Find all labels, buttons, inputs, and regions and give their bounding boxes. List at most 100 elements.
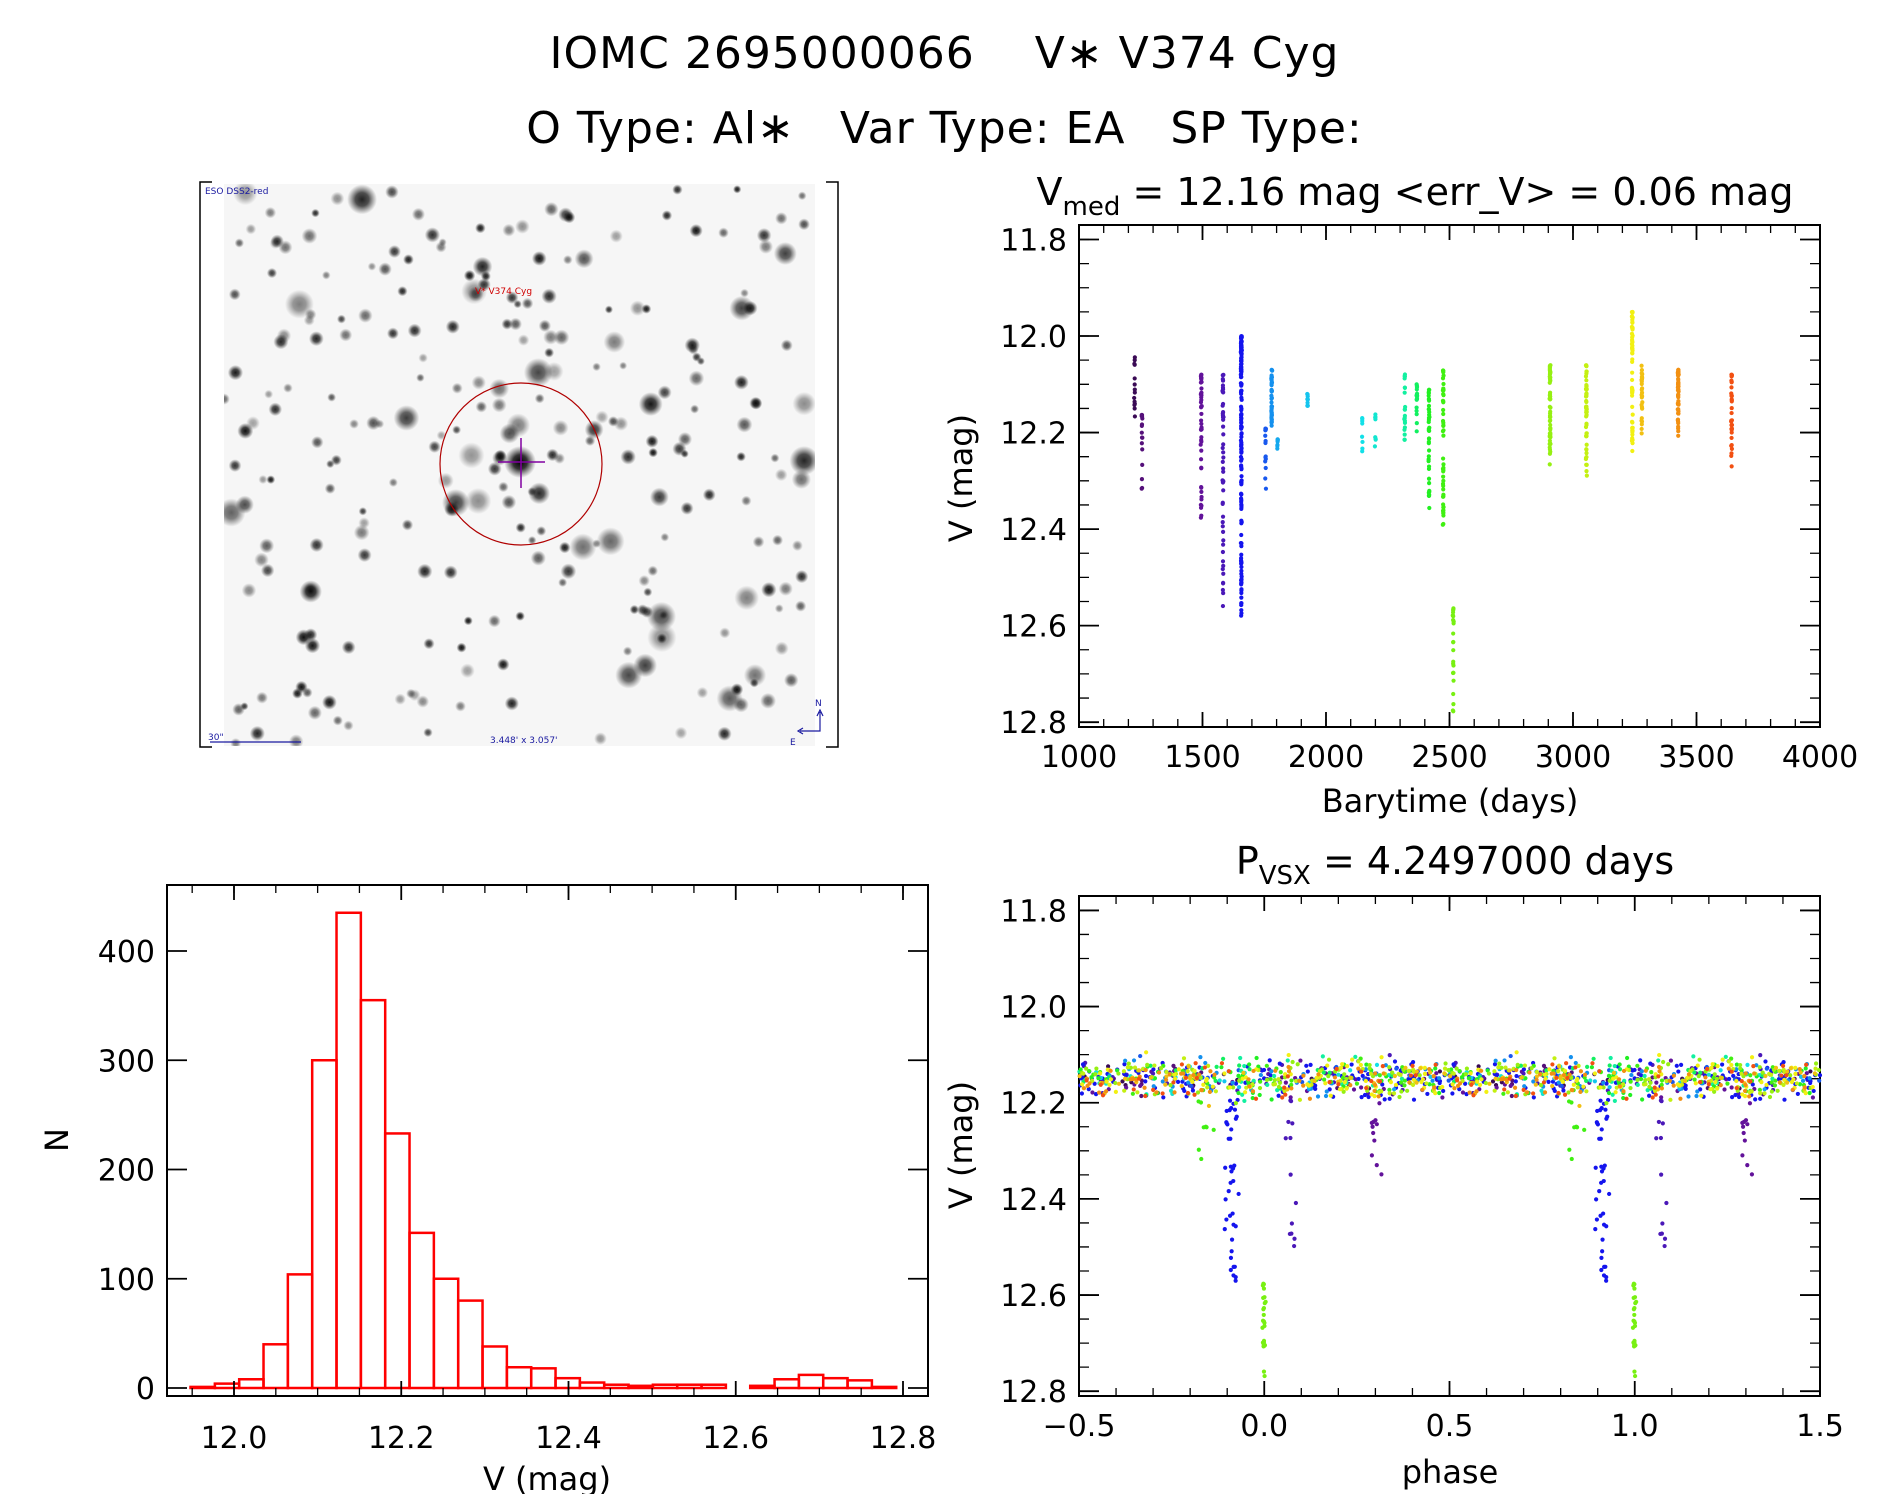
data-point [1741,1130,1746,1136]
star [423,638,435,650]
data-point [1486,1071,1492,1076]
data-point [1676,1069,1681,1074]
data-point [1505,1090,1510,1095]
minor-ticks [191,885,904,1396]
data-point [1468,1071,1473,1076]
star [521,297,534,310]
data-point [1639,1076,1644,1082]
data-point [1286,1064,1291,1070]
histogram-bar [578,1381,606,1390]
data-point [1269,406,1274,411]
data-point [1402,385,1408,390]
data-point [1440,481,1446,487]
data-point [1667,1078,1672,1083]
data-point [1220,424,1226,429]
data-point [1630,1068,1635,1073]
star [792,391,815,416]
data-point [1351,1087,1357,1092]
data-point [1603,1107,1608,1112]
data-point [1457,1081,1463,1086]
data-point [1139,1093,1144,1099]
data-point [1467,1090,1472,1095]
data-point [1132,362,1137,367]
data-point [1567,1147,1572,1152]
data-point [1496,1065,1501,1070]
data-point [1533,1082,1538,1087]
data-point [1698,1070,1703,1075]
data-point [1163,1077,1169,1082]
data-point [1794,1081,1799,1086]
data-point [1793,1065,1798,1070]
data-point [1600,1249,1605,1254]
data-point [1427,488,1432,493]
star [595,410,609,424]
data-point [1106,1064,1111,1069]
plot-title-subscript: VSX [1259,861,1311,891]
data-point [1229,1237,1235,1242]
star [515,611,525,621]
x-tick-label: 3500 [1658,740,1734,775]
data-point [1406,1077,1411,1082]
data-point [1426,448,1432,453]
data-point [1305,397,1310,402]
data-point [1356,1059,1361,1064]
data-point [1233,1224,1238,1229]
star [228,288,241,301]
data-point [1426,403,1432,409]
data-point [1548,422,1553,428]
data-point [1220,603,1226,609]
data-point [1571,1082,1576,1087]
data-point [1659,1095,1664,1100]
data-point [1145,1062,1150,1067]
star [311,208,320,218]
histogram-bar [408,1231,436,1390]
data-point [1138,1053,1143,1059]
data-point [1550,1062,1555,1067]
data-point [1699,1093,1704,1098]
data-point [1426,476,1432,481]
star [488,614,501,628]
star [789,445,815,476]
data-point [1758,1091,1763,1096]
data-point [1140,462,1145,467]
star [680,501,694,515]
star [553,329,570,346]
season-points [1450,606,1456,714]
data-point [1460,1090,1466,1095]
data-point [1238,362,1244,367]
data-point [1417,1073,1422,1078]
data-point [1734,1067,1739,1072]
data-point [1762,1091,1767,1096]
y-axis-label: N [38,1128,76,1152]
data-point [1446,1067,1451,1073]
data-point [1391,1091,1397,1096]
star [394,693,406,705]
x-tick-label: 12.8 [870,1421,937,1456]
data-point [1548,418,1553,423]
star [629,604,640,615]
data-point [1327,1087,1332,1092]
data-point [1078,1067,1083,1072]
data-point [1751,1063,1756,1069]
data-point [1565,1075,1570,1081]
data-point [1132,387,1137,392]
data-point [1238,415,1244,420]
data-point [1652,1085,1657,1090]
star [734,585,760,611]
data-point [1228,1255,1234,1260]
data-point [1668,1097,1673,1102]
data-point [1607,1078,1612,1083]
data-point [1239,456,1244,462]
data-point [1264,1077,1270,1082]
x-tick-label: 0.0 [1240,1409,1288,1444]
data-point [1599,1267,1604,1273]
data-point [1262,1323,1267,1329]
star [515,522,526,533]
data-point [1305,1082,1310,1087]
data-point [1142,1085,1147,1090]
data-point [1451,678,1456,683]
star [227,364,244,381]
data-point [1589,1065,1595,1070]
season-points [1238,334,1244,618]
data-point [1250,1095,1255,1101]
